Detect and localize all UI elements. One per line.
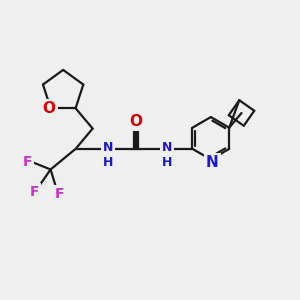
Text: N
H: N H [103, 141, 113, 169]
Text: O: O [130, 114, 142, 129]
Text: N
H: N H [162, 141, 172, 169]
Text: N: N [206, 155, 219, 170]
Text: F: F [55, 187, 65, 201]
Text: F: F [23, 155, 33, 169]
Text: F: F [30, 184, 40, 199]
Text: O: O [43, 101, 56, 116]
